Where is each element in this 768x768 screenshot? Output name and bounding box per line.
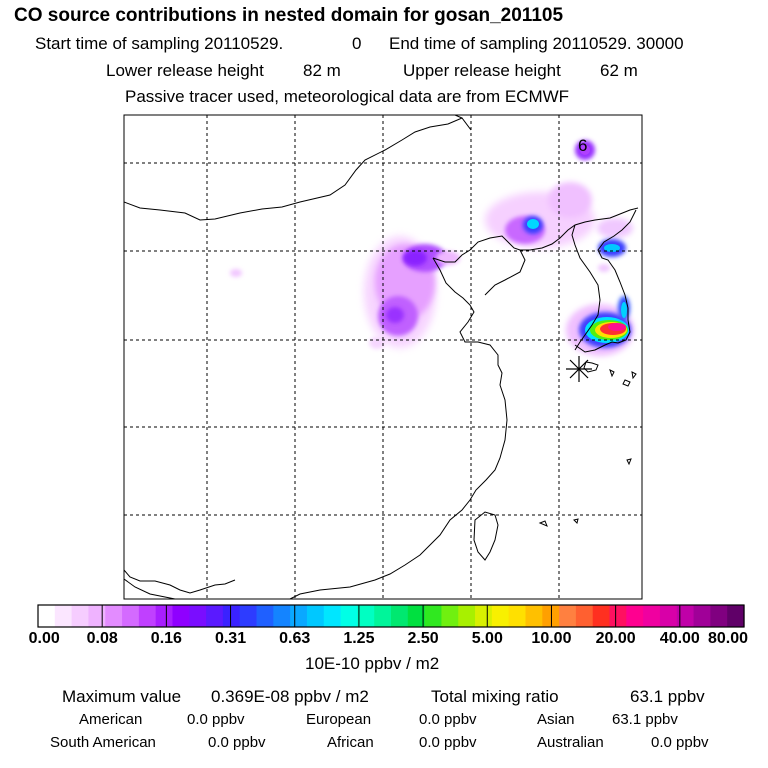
colorbar-cell	[290, 605, 308, 627]
source-contribution-map: 6	[123, 114, 643, 600]
colorbar-cell	[71, 605, 90, 627]
region-value: 0.0 ppbv	[651, 734, 709, 751]
lower-height-value: 82 m	[303, 61, 341, 80]
colorbar-cell	[559, 605, 577, 627]
colorbar-dividers	[101, 605, 681, 627]
tracer-note: Passive tracer used, meteorological data…	[125, 87, 570, 106]
colorbar-cell	[122, 605, 140, 627]
coastlines	[124, 115, 639, 599]
colorbar-cell	[508, 605, 527, 627]
colorbar-cell	[54, 605, 73, 627]
colorbar-cell	[407, 605, 426, 627]
start-time-label: Start time of sampling 20110529.	[35, 34, 284, 53]
colorbar-tick-label: 0.16	[150, 630, 182, 647]
region-value: 0.0 ppbv	[187, 711, 245, 728]
colorbar-cell	[458, 605, 476, 627]
colorbar-cell	[693, 605, 711, 627]
region-name: African	[327, 734, 374, 751]
colorbar-cell	[172, 605, 190, 627]
colorbar-cell	[256, 605, 274, 627]
colorbar-tick-label: 10.00	[531, 630, 572, 647]
map-frame	[123, 114, 643, 600]
colorbar-tick-label: 0.00	[28, 630, 60, 647]
colorbar-cell	[323, 605, 342, 627]
colorbar-cell	[592, 605, 611, 627]
region-value: 0.0 ppbv	[208, 734, 266, 751]
region-value: 63.1 ppbv	[612, 711, 678, 728]
plume-northeast	[485, 140, 633, 272]
colorbar-cell	[38, 605, 56, 627]
colorbar-cell	[441, 605, 459, 627]
plume-inland	[230, 236, 460, 349]
colorbar-cell	[222, 605, 241, 627]
colorbar-tick-label: 20.00	[595, 630, 636, 647]
colorbar-cell	[138, 605, 157, 627]
colorbar-cell	[525, 605, 543, 627]
colorbar-tick-label: 2.50	[407, 630, 439, 647]
colorbar-cell	[424, 605, 443, 627]
max-value-label: Maximum value	[62, 687, 182, 706]
colorbar-cell	[575, 605, 594, 627]
colorbar-cell	[491, 605, 510, 627]
upper-height-value: 62 m	[600, 61, 638, 80]
colorbar-cell	[105, 605, 123, 627]
colorbar-cell	[189, 605, 207, 627]
colorbar-cell	[155, 605, 174, 627]
region-name: Asian	[537, 711, 575, 728]
colorbar-cell	[676, 605, 695, 627]
region-name: European	[306, 711, 372, 728]
colorbar-tick-label: 0.31	[214, 630, 247, 647]
lower-height-label: Lower release height	[106, 61, 264, 80]
region-name: American	[79, 711, 143, 728]
colorbar-tick-label: 0.63	[279, 630, 311, 647]
colorbar-cells	[38, 605, 745, 627]
colorbar-cell	[374, 605, 392, 627]
upper-height-label: Upper release height	[403, 61, 561, 80]
colorbar-cell	[273, 605, 291, 627]
colorbar-cell	[626, 605, 644, 627]
region-name: Australian	[537, 734, 604, 751]
colorbar-cell	[475, 605, 493, 627]
colorbar-cell	[727, 605, 745, 627]
colorbar-tick-label: 0.08	[86, 630, 118, 647]
colorbar-cell	[206, 605, 224, 627]
colorbar-cell	[643, 605, 661, 627]
colorbar-cell	[306, 605, 325, 627]
map-annotation: 6	[578, 136, 587, 155]
start-time-value: 0	[352, 34, 362, 53]
total-mixing-value: 63.1 ppbv	[630, 687, 705, 706]
region-name: South American	[50, 734, 156, 751]
chart-title: CO source contributions in nested domain…	[14, 5, 564, 26]
receptor-marker-icon	[566, 356, 592, 382]
region-value: 0.0 ppbv	[419, 734, 477, 751]
colorbar-frame	[37, 604, 745, 628]
plume-korea	[566, 296, 634, 356]
colorbar-cell	[88, 605, 106, 627]
colorbar-cell	[609, 605, 627, 627]
region-value: 0.0 ppbv	[419, 711, 477, 728]
total-mixing-label: Total mixing ratio	[431, 687, 559, 706]
end-time-label: End time of sampling 20110529. 30000	[389, 34, 684, 53]
max-value: 0.369E-08 ppbv / m2	[211, 687, 369, 706]
colorbar-cell	[340, 605, 358, 627]
colorbar-tick-label: 1.25	[343, 630, 375, 647]
colorbar-tick-label: 5.00	[471, 630, 503, 647]
colorbar-cell	[239, 605, 258, 627]
colorbar-cell	[357, 605, 375, 627]
colorbar-unit: 10E-10 ppbv / m2	[305, 654, 440, 673]
colorbar-cell	[391, 605, 409, 627]
colorbar-cell	[710, 605, 728, 627]
colorbar-cell	[659, 605, 678, 627]
colorbar-tick-label: 80.00	[707, 630, 749, 647]
lat-lon-grid	[124, 115, 642, 599]
colorbar-tick-label: 40.00	[659, 630, 700, 647]
